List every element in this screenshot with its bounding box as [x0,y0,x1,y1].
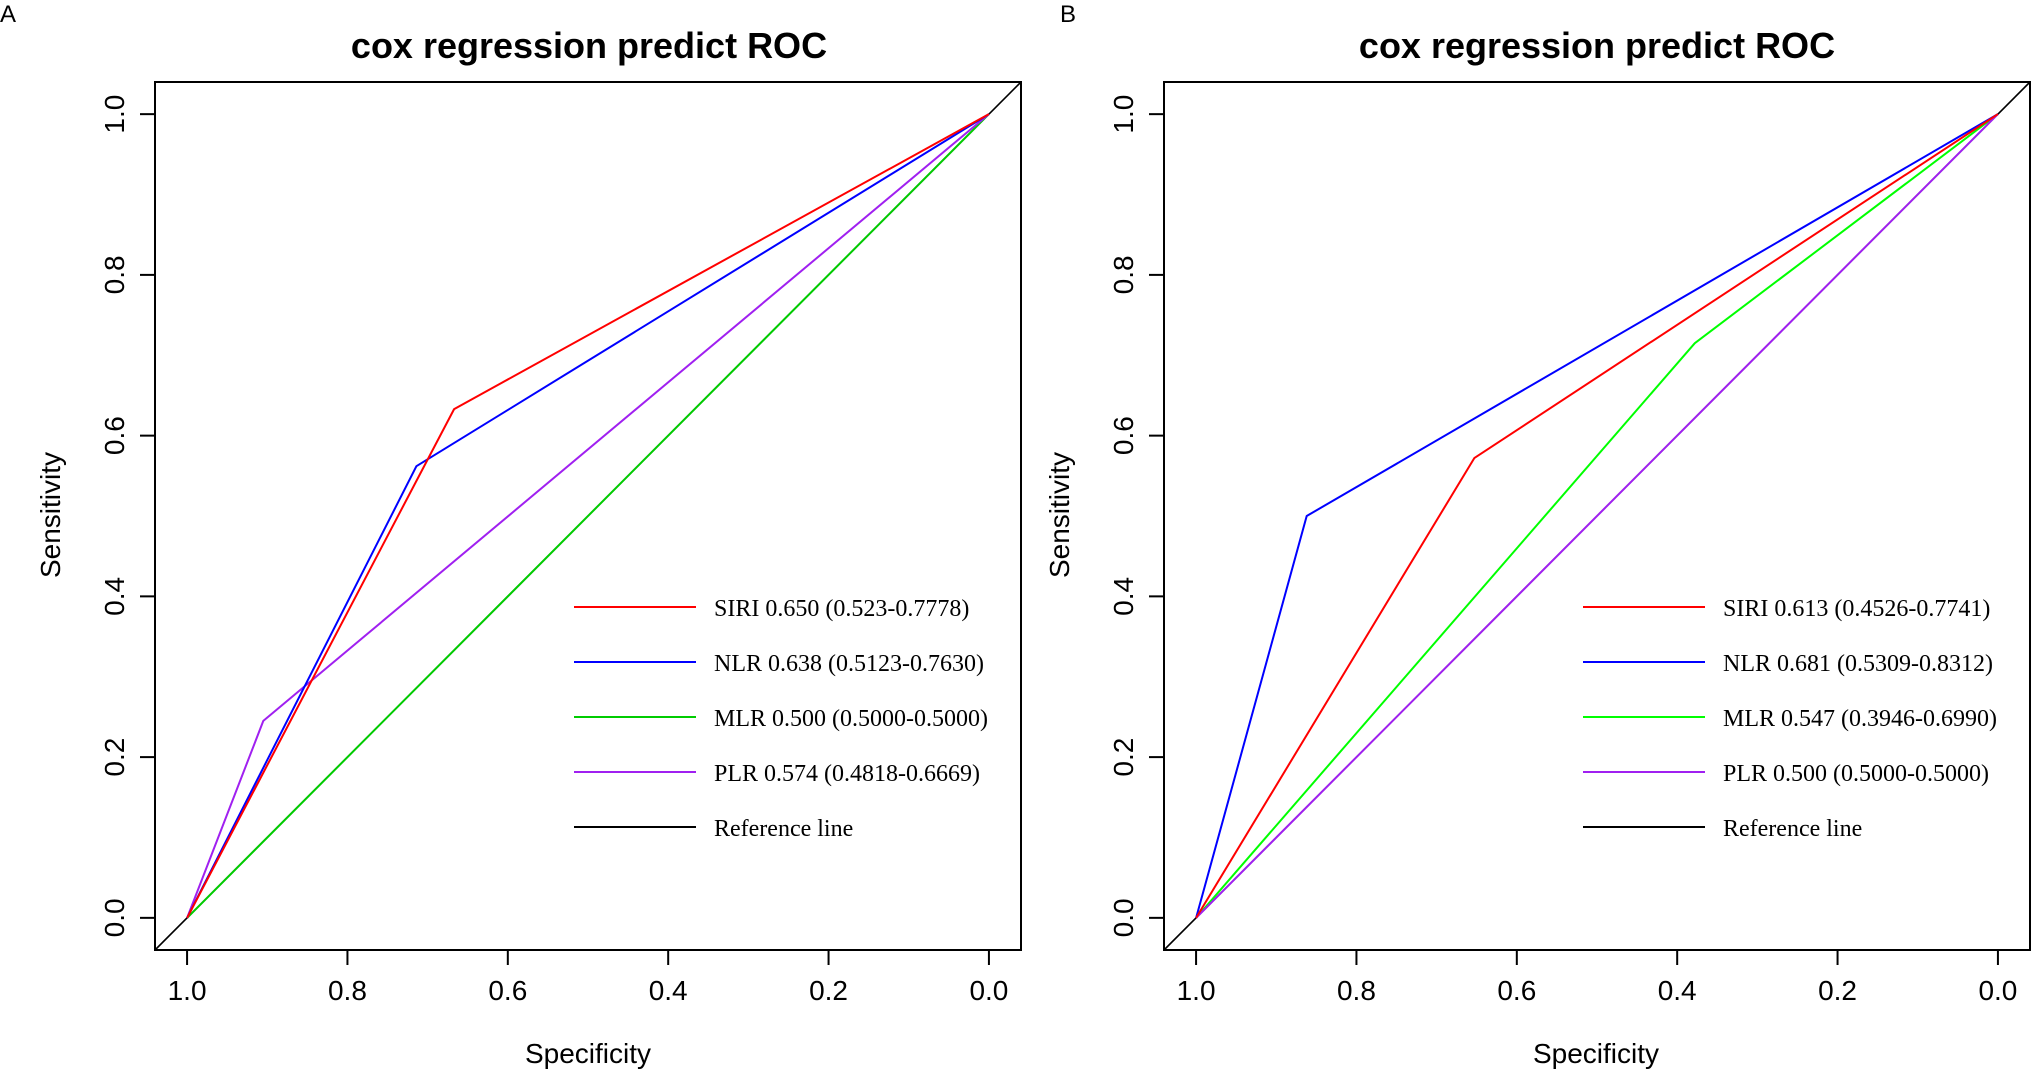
roc-curve-mlr [1195,113,1999,919]
y-axis: 0.0 0.2 0.4 0.6 0.8 1.0 [1108,95,1165,937]
legend-entry: SIRI 0.613 (0.4526-0.7741) [1583,596,1990,622]
y-tick-label: 0.4 [99,577,130,616]
x-tick: 0.8 [328,950,367,1006]
x-tick: 0.0 [969,950,1008,1006]
y-tick: 0.6 [1108,416,1164,455]
y-tick: 0.2 [99,738,155,777]
legend-label: PLR 0.574 (0.4818-0.6669) [714,761,980,787]
y-tick-label: 0.6 [99,416,130,455]
y-tick: 0.2 [1108,738,1164,777]
x-tick-label: 0.2 [809,975,848,1006]
legend-entry: Reference line [1583,816,1862,842]
legend-entry: NLR 0.638 (0.5123-0.7630) [574,651,984,677]
y-tick-label: 0.2 [99,738,130,777]
x-tick-label: 1.0 [168,975,207,1006]
legend-entry: NLR 0.681 (0.5309-0.8312) [1583,651,1993,677]
roc-curve-mlr [186,113,990,919]
x-tick-label: 0.8 [328,975,367,1006]
x-tick: 0.6 [1497,950,1536,1006]
series-layer [1163,81,2031,951]
x-axis: 1.0 0.8 0.6 0.4 0.2 0.0 [168,949,1008,1006]
x-tick-label: 0.4 [649,975,688,1006]
y-axis-label: Sensitivity [35,452,66,578]
legend-entry: PLR 0.500 (0.5000-0.5000) [1583,761,1989,787]
legend-label: NLR 0.681 (0.5309-0.8312) [1723,651,1993,677]
legend-entry: PLR 0.574 (0.4818-0.6669) [574,761,980,787]
legend-label: PLR 0.500 (0.5000-0.5000) [1723,761,1989,787]
legend-label: SIRI 0.650 (0.523-0.7778) [714,596,969,622]
x-tick-label: 0.6 [1497,975,1536,1006]
x-tick: 1.0 [1177,950,1216,1006]
x-tick: 0.2 [809,950,848,1006]
y-tick: 0.0 [1108,898,1164,937]
y-tick: 0.4 [99,577,155,616]
x-axis-label: Specificity [1533,1038,1659,1069]
chart-title: cox regression predict ROC [351,25,827,66]
legend: SIRI 0.650 (0.523-0.7778) NLR 0.638 (0.5… [574,596,988,842]
x-tick-label: 0.6 [488,975,527,1006]
roc-curve-nlr [1195,113,1999,919]
roc-panel-b: B cox regression predict ROC 1.0 0.8 0.6… [1044,1,2031,1069]
x-tick: 0.4 [1658,950,1697,1006]
roc-panel-a: A cox regression predict ROC 1.0 0.8 0.6… [0,1,1022,1069]
roc-curve-siri [186,113,990,919]
x-tick: 0.4 [649,950,688,1006]
y-axis: 0.0 0.2 0.4 0.6 0.8 1.0 [99,95,156,937]
roc-curve-plr [186,113,990,919]
y-tick-label: 0.2 [1108,738,1139,777]
y-tick: 1.0 [1108,95,1164,134]
x-tick: 0.0 [1978,950,2017,1006]
panel-letter: B [1060,1,1076,28]
roc-curve-plr [1195,113,1999,919]
series-layer [154,81,1022,951]
y-tick-label: 0.0 [1108,898,1139,937]
y-tick: 0.0 [99,898,155,937]
panel-letter: A [0,1,16,28]
legend-label: Reference line [1723,816,1862,842]
y-tick-label: 0.8 [99,255,130,294]
y-axis-label: Sensitivity [1044,452,1075,578]
roc-curve-nlr [186,113,990,919]
legend-label: MLR 0.500 (0.5000-0.5000) [714,706,988,732]
y-tick: 1.0 [99,95,155,134]
legend-entry: MLR 0.547 (0.3946-0.6990) [1583,706,1997,732]
y-tick: 0.4 [1108,577,1164,616]
x-tick-label: 0.0 [1978,975,2017,1006]
legend: SIRI 0.613 (0.4526-0.7741) NLR 0.681 (0.… [1583,596,1997,842]
legend-label: Reference line [714,816,853,842]
legend-label: SIRI 0.613 (0.4526-0.7741) [1723,596,1990,622]
x-tick-label: 0.2 [1818,975,1857,1006]
x-tick: 1.0 [168,950,207,1006]
y-tick-label: 0.6 [1108,416,1139,455]
y-tick: 0.8 [99,255,155,294]
x-axis: 1.0 0.8 0.6 0.4 0.2 0.0 [1177,949,2017,1006]
y-tick-label: 0.0 [99,898,130,937]
y-tick-label: 0.8 [1108,255,1139,294]
y-tick-label: 1.0 [1108,95,1139,134]
x-tick: 0.2 [1818,950,1857,1006]
legend-entry: SIRI 0.650 (0.523-0.7778) [574,596,969,622]
y-tick: 0.6 [99,416,155,455]
x-axis-label: Specificity [525,1038,651,1069]
chart-title: cox regression predict ROC [1359,25,1835,66]
x-tick-label: 0.0 [969,975,1008,1006]
roc-curve-siri [1195,113,1999,919]
legend-entry: Reference line [574,816,853,842]
legend-entry: MLR 0.500 (0.5000-0.5000) [574,706,988,732]
x-tick: 0.6 [488,950,527,1006]
legend-label: NLR 0.638 (0.5123-0.7630) [714,651,984,677]
x-tick-label: 0.4 [1658,975,1697,1006]
y-tick-label: 1.0 [99,95,130,134]
x-tick: 0.8 [1337,950,1376,1006]
y-tick: 0.8 [1108,255,1164,294]
y-tick-label: 0.4 [1108,577,1139,616]
x-tick-label: 0.8 [1337,975,1376,1006]
x-tick-label: 1.0 [1177,975,1216,1006]
legend-label: MLR 0.547 (0.3946-0.6990) [1723,706,1997,732]
